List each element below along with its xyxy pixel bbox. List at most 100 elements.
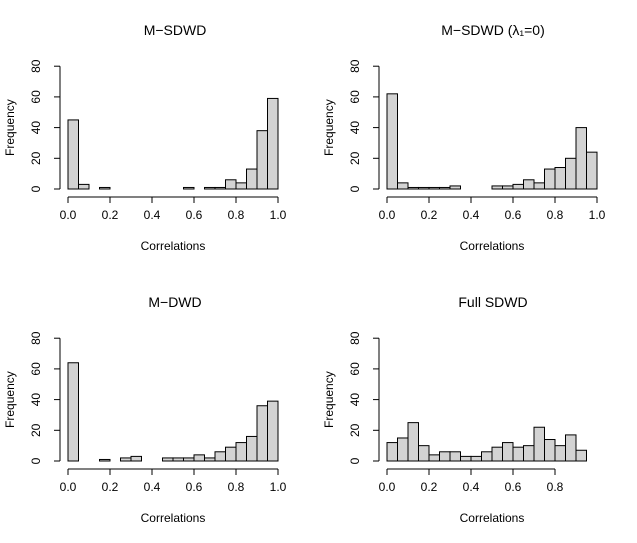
- histogram-bar: [481, 451, 493, 462]
- histogram-bar: [386, 93, 398, 190]
- histogram-bar: [214, 186, 226, 190]
- histogram-bar: [172, 457, 184, 462]
- histogram-bar: [449, 185, 461, 190]
- y-tick-label: 0: [348, 457, 362, 464]
- y-tick-label: 60: [348, 362, 362, 376]
- x-tick-label: 0.0: [379, 208, 396, 222]
- x-tick-label: 0.4: [144, 480, 161, 494]
- x-axis-label: Correlations: [460, 511, 525, 525]
- histogram-bar: [67, 119, 79, 190]
- histogram-bar: [544, 439, 556, 462]
- y-axis-label: Frequency: [322, 371, 336, 428]
- x-axis-label: Correlations: [141, 511, 206, 525]
- x-tick-label: 1.0: [589, 208, 606, 222]
- x-axis-label: Correlations: [141, 239, 206, 253]
- x-axis-label: Correlations: [460, 239, 525, 253]
- histogram-panel-1: M−SDWD 0.0 0.2 0.4 0.6 0.8 1.0 0 20 40 60 80 Correla…: [3, 22, 287, 253]
- histogram-bar: [225, 179, 237, 190]
- histogram-bar: [586, 151, 598, 190]
- histogram-bar: [246, 168, 258, 190]
- x-tick-label: 0.4: [463, 208, 480, 222]
- y-tick-label: 0: [29, 185, 43, 192]
- y-tick-label: 80: [348, 331, 362, 345]
- x-tick-label: 0.2: [421, 480, 438, 494]
- y-tick-label: 80: [348, 59, 362, 73]
- y-tick-label: 80: [29, 59, 43, 73]
- x-tick-label: 0.8: [547, 208, 564, 222]
- histogram-bar: [267, 97, 279, 190]
- histogram-bar: [565, 157, 577, 190]
- y-tick-label: 40: [29, 121, 43, 135]
- histogram-bar: [523, 179, 535, 190]
- x-tick-label: 0.0: [60, 480, 77, 494]
- histogram-bar: [418, 445, 430, 462]
- histogram-bar: [491, 446, 503, 462]
- histogram-bar: [418, 186, 430, 190]
- histogram-bar: [183, 186, 195, 190]
- y-tick-label: 40: [348, 121, 362, 135]
- x-tick-label: 0.0: [60, 208, 77, 222]
- y-axis-label: Frequency: [3, 99, 17, 156]
- histogram-bar: [407, 422, 419, 462]
- x-tick-label: 0.6: [505, 480, 522, 494]
- x-tick-label: 0.2: [421, 208, 438, 222]
- histogram-bar: [470, 455, 482, 462]
- histogram-bar: [235, 442, 247, 462]
- histogram-bar: [502, 185, 514, 190]
- histogram-bar: [225, 446, 237, 462]
- y-tick-label: 0: [29, 457, 43, 464]
- histogram-bar: [397, 182, 409, 190]
- histogram-bar: [439, 186, 451, 190]
- chart-title: M−SDWD: [144, 22, 207, 38]
- y-axis-label: Frequency: [322, 99, 336, 156]
- histogram-bar: [67, 362, 79, 462]
- x-tick-label: 0.2: [102, 480, 119, 494]
- histogram-bar: [386, 442, 398, 462]
- histogram-bar: [130, 455, 142, 462]
- y-tick-label: 20: [29, 151, 43, 165]
- histogram-bar: [204, 457, 216, 462]
- histogram-bar: [99, 458, 111, 462]
- histogram-bar: [183, 457, 195, 462]
- y-tick-label: 0: [348, 185, 362, 192]
- histogram-bar: [565, 434, 577, 462]
- histogram-panel-3: M−DWD 0.0 0.2 0.4 0.6 0.8 1.0 0 20 40 60 80 Correlat…: [3, 294, 287, 525]
- histogram-bar: [120, 457, 132, 462]
- histogram-bar: [397, 437, 409, 462]
- x-tick-label: 0.6: [186, 480, 203, 494]
- y-tick-label: 60: [29, 362, 43, 376]
- y-tick-label: 60: [29, 90, 43, 104]
- x-tick-label: 0.4: [463, 480, 480, 494]
- histogram-bar: [99, 186, 111, 190]
- histogram-bar: [428, 454, 440, 462]
- y-tick-label: 20: [29, 423, 43, 437]
- histogram-bar: [491, 185, 503, 190]
- chart-title: M−DWD: [148, 294, 201, 310]
- y-tick-label: 80: [29, 331, 43, 345]
- histogram-bar: [256, 405, 268, 462]
- histogram-panel-4: Full SDWD 0.0 0.2 0.4 0.6 0.8 0 20 40 60 80 Correla…: [322, 294, 587, 525]
- histogram-bar: [235, 182, 247, 190]
- y-tick-label: 40: [29, 393, 43, 407]
- histogram-bar: [575, 449, 587, 462]
- x-tick-label: 0.4: [144, 208, 161, 222]
- histogram-bar: [78, 183, 90, 190]
- histogram-bar: [554, 445, 566, 462]
- x-tick-label: 0.8: [547, 480, 564, 494]
- y-tick-label: 20: [348, 423, 362, 437]
- histogram-bar: [523, 445, 535, 462]
- histogram-bar: [407, 186, 419, 190]
- histogram-bar: [502, 442, 514, 462]
- y-tick-label: 40: [348, 393, 362, 407]
- y-axis-label: Frequency: [3, 371, 17, 428]
- histogram-bar: [162, 457, 174, 462]
- histogram-panel-2: M−SDWD (λ₁=0) 0.0 0.2 0.4 0.6 0.8 1.0 0 20 40 60 80…: [322, 22, 606, 253]
- y-tick-label: 20: [348, 151, 362, 165]
- x-tick-label: 1.0: [270, 208, 287, 222]
- histogram-bar: [449, 451, 461, 462]
- histogram-bar: [214, 451, 226, 462]
- x-tick-label: 0.0: [379, 480, 396, 494]
- histogram-bar: [544, 168, 556, 190]
- x-tick-label: 0.2: [102, 208, 119, 222]
